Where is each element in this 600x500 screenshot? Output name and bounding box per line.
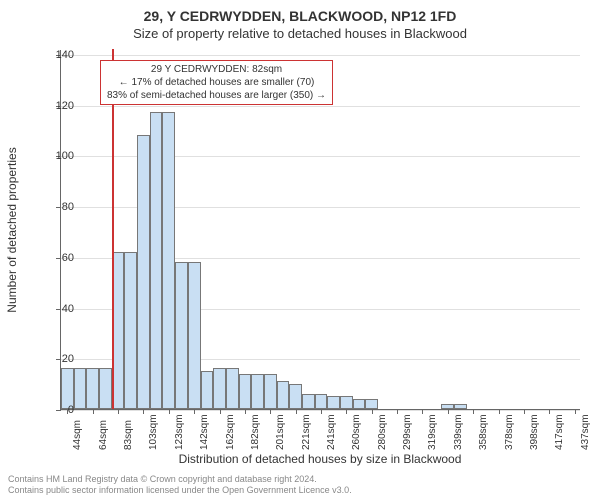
title-line1: 29, Y CEDRWYDDEN, BLACKWOOD, NP12 1FD <box>0 8 600 24</box>
title-line2: Size of property relative to detached ho… <box>0 26 600 41</box>
footer-line2: Contains public sector information licen… <box>8 485 352 496</box>
xtick-mark <box>93 409 94 414</box>
histogram-bar <box>251 374 264 409</box>
ytick-label: 40 <box>44 303 74 315</box>
callout-line2: ← 17% of detached houses are smaller (70… <box>107 76 326 89</box>
xtick-label: 417sqm <box>552 414 565 450</box>
xtick-label: 358sqm <box>476 414 489 450</box>
ytick-label: 100 <box>44 150 74 162</box>
histogram-bar <box>277 381 290 409</box>
xtick-label: 162sqm <box>223 414 236 450</box>
ytick-label: 120 <box>44 100 74 112</box>
ytick-label: 0 <box>44 404 74 416</box>
xtick-label: 201sqm <box>273 414 286 450</box>
xtick-label: 378sqm <box>502 414 515 450</box>
y-axis-label: Number of detached properties <box>5 147 19 312</box>
xtick-mark <box>397 409 398 414</box>
xtick-mark <box>143 409 144 414</box>
xtick-label: 83sqm <box>121 420 134 450</box>
callout-box: 29 Y CEDRWYDDEN: 82sqm ← 17% of detached… <box>100 60 333 105</box>
ytick-label: 140 <box>44 49 74 61</box>
histogram-bar <box>226 368 239 409</box>
histogram-bar <box>327 396 340 409</box>
footer-attribution: Contains HM Land Registry data © Crown c… <box>8 474 352 496</box>
xtick-mark <box>220 409 221 414</box>
histogram-bar <box>150 112 163 409</box>
histogram-bar <box>340 396 353 409</box>
gridline <box>61 55 580 56</box>
callout-line1: 29 Y CEDRWYDDEN: 82sqm <box>107 63 326 76</box>
footer-line1: Contains HM Land Registry data © Crown c… <box>8 474 352 485</box>
xtick-mark <box>422 409 423 414</box>
xtick-mark <box>270 409 271 414</box>
xtick-mark <box>499 409 500 414</box>
x-axis-title: Distribution of detached houses by size … <box>60 452 580 466</box>
xtick-label: 221sqm <box>299 414 312 450</box>
ytick-label: 20 <box>44 353 74 365</box>
histogram-bar <box>239 374 252 409</box>
xtick-mark <box>346 409 347 414</box>
gridline <box>61 106 580 107</box>
ytick-label: 60 <box>44 252 74 264</box>
histogram-bar <box>302 394 315 409</box>
histogram-bar <box>213 368 226 409</box>
ytick-label: 80 <box>44 201 74 213</box>
histogram-bar <box>264 374 277 409</box>
xtick-mark <box>296 409 297 414</box>
histogram-bar <box>201 371 214 409</box>
xtick-label: 103sqm <box>146 414 159 450</box>
histogram-bar <box>353 399 366 409</box>
xtick-label: 123sqm <box>172 414 185 450</box>
xtick-label: 339sqm <box>451 414 464 450</box>
xtick-mark <box>245 409 246 414</box>
histogram-bar <box>175 262 188 409</box>
xtick-label: 182sqm <box>248 414 261 450</box>
xtick-mark <box>372 409 373 414</box>
histogram-bar <box>188 262 201 409</box>
xtick-label: 64sqm <box>96 420 109 450</box>
xtick-label: 260sqm <box>349 414 362 450</box>
callout-line3: 83% of semi-detached houses are larger (… <box>107 89 326 102</box>
xtick-mark <box>549 409 550 414</box>
histogram-bar <box>74 368 87 409</box>
xtick-mark <box>448 409 449 414</box>
histogram-bar <box>365 399 378 409</box>
histogram-bar <box>99 368 112 409</box>
xtick-mark <box>524 409 525 414</box>
xtick-label: 241sqm <box>324 414 337 450</box>
xtick-mark <box>321 409 322 414</box>
xtick-label: 142sqm <box>197 414 210 450</box>
histogram-bar <box>124 252 137 409</box>
histogram-bar <box>289 384 302 409</box>
histogram-bar <box>315 394 328 409</box>
chart-container: 29, Y CEDRWYDDEN, BLACKWOOD, NP12 1FD Si… <box>0 0 600 500</box>
xtick-label: 437sqm <box>578 414 591 450</box>
xtick-mark <box>473 409 474 414</box>
xtick-mark <box>118 409 119 414</box>
xtick-mark <box>575 409 576 414</box>
xtick-label: 398sqm <box>527 414 540 450</box>
xtick-label: 319sqm <box>425 414 438 450</box>
xtick-mark <box>194 409 195 414</box>
xtick-label: 280sqm <box>375 414 388 450</box>
histogram-bar <box>162 112 175 409</box>
xtick-label: 299sqm <box>400 414 413 450</box>
xtick-label: 44sqm <box>70 420 83 450</box>
histogram-bar <box>86 368 99 409</box>
histogram-bar <box>137 135 150 409</box>
histogram-bar <box>454 404 467 409</box>
xtick-mark <box>169 409 170 414</box>
histogram-bar <box>61 368 74 409</box>
